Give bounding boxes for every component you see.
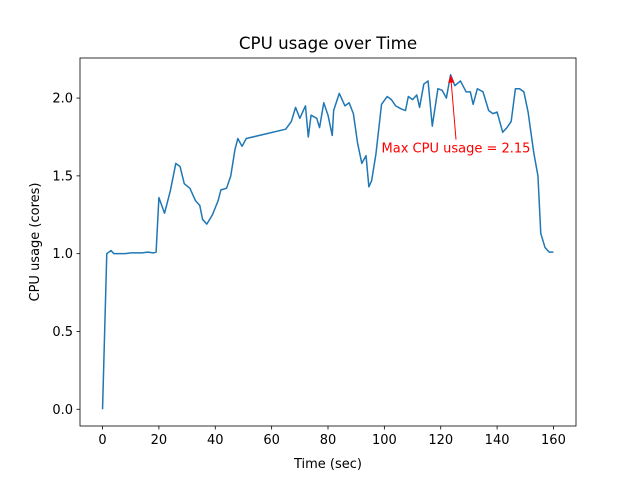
y-tick-label: 1.0 bbox=[52, 247, 73, 262]
x-tick-label: 40 bbox=[207, 433, 224, 448]
x-tick-label: 100 bbox=[372, 433, 397, 448]
y-tick-label: 0.5 bbox=[52, 325, 73, 340]
annotation-arrow bbox=[450, 82, 457, 140]
y-tick-label: 1.5 bbox=[52, 169, 73, 184]
x-tick-label: 140 bbox=[485, 433, 510, 448]
x-axis-label: Time (sec) bbox=[293, 457, 362, 472]
annotation-text: Max CPU usage = 2.15 bbox=[382, 142, 531, 157]
chart-title: CPU usage over Time bbox=[239, 33, 417, 53]
data-line bbox=[101, 73, 554, 410]
x-tick-label: 120 bbox=[428, 433, 453, 448]
x-tick-label: 20 bbox=[151, 433, 168, 448]
y-tick-label: 0.0 bbox=[52, 403, 73, 418]
x-tick-label: 160 bbox=[541, 433, 566, 448]
plot-frame bbox=[79, 57, 577, 427]
x-tick-label: 0 bbox=[98, 433, 106, 448]
x-tick-label: 80 bbox=[320, 433, 337, 448]
x-tick-label: 60 bbox=[263, 433, 280, 448]
annotation-arrowhead bbox=[448, 74, 455, 83]
y-tick-label: 2.0 bbox=[52, 92, 73, 107]
y-axis-label: CPU usage (cores) bbox=[28, 183, 43, 302]
